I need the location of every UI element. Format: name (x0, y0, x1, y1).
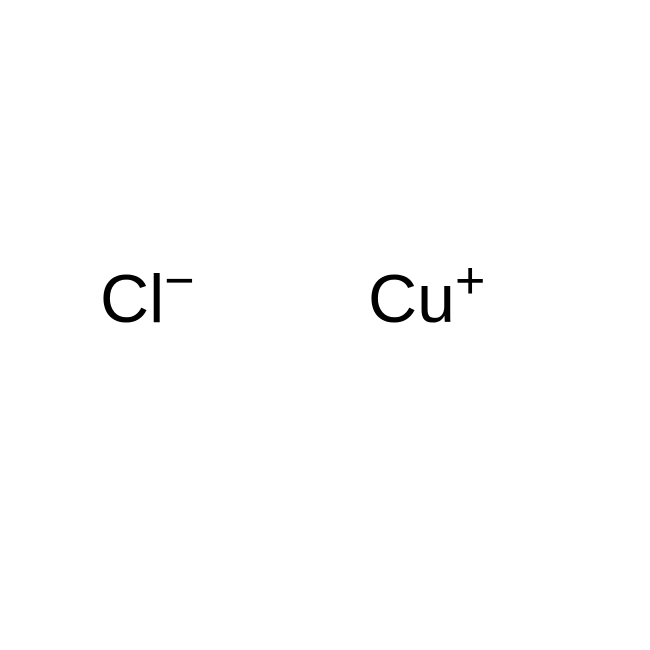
chemical-structure-canvas: Cl − Cu + (0, 0, 650, 650)
copper-symbol: Cu (368, 265, 455, 333)
copper-charge: + (455, 255, 485, 307)
ion-copper: Cu + (368, 265, 485, 333)
chloride-symbol: Cl (100, 265, 164, 333)
ion-chloride: Cl − (100, 265, 195, 333)
chloride-charge: − (164, 255, 194, 307)
